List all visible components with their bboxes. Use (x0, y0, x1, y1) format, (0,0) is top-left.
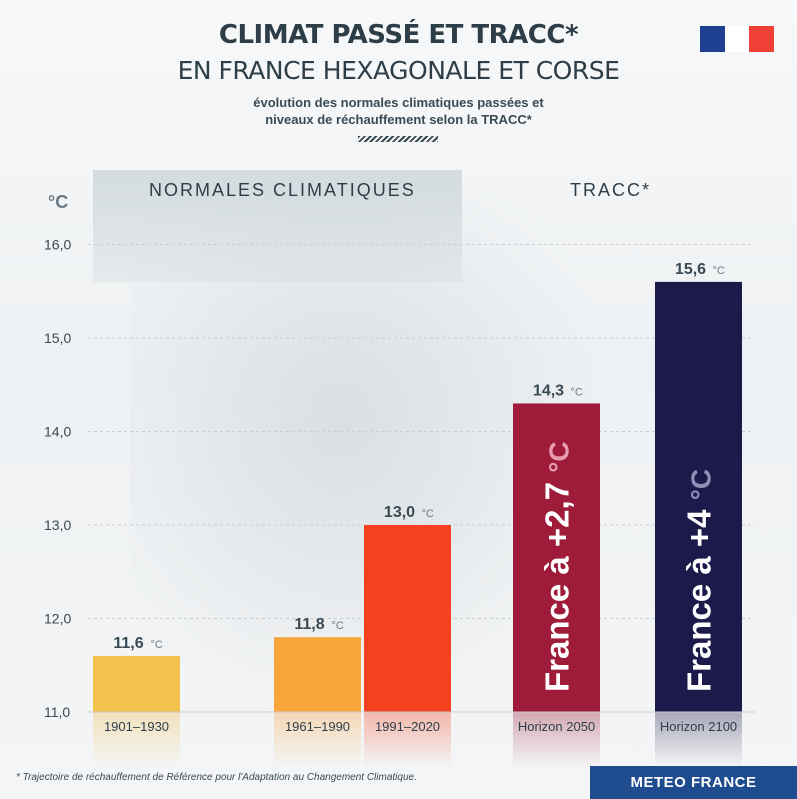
bar (364, 525, 451, 712)
bar-reflection (274, 712, 361, 767)
bar-value-label: 11,6 (113, 635, 143, 652)
chart-subtitle: évolution des normales climatiques passé… (200, 94, 597, 128)
bar-overlay-unit: °C (544, 441, 575, 472)
chart-title: CLIMAT PASSÉ ET TRACC* (218, 20, 579, 50)
footnote: * Trajectoire de réchauffement de Référe… (16, 772, 417, 783)
bar-reflection (513, 712, 600, 767)
y-tick-label: 12,0 (44, 611, 71, 627)
bar-value-label: 13,0 (384, 504, 415, 521)
bar-value-label: 11,8 (294, 616, 324, 633)
x-category-label: 1991–2020 (375, 719, 440, 734)
y-tick-label: 15,0 (44, 330, 71, 346)
normales-section-background (93, 170, 462, 282)
bar-reflection (655, 712, 742, 767)
bar-value-unit: °C (422, 508, 434, 520)
x-category-label: Horizon 2100 (660, 719, 737, 734)
y-tick-label: 11,0 (44, 704, 70, 720)
subtitle-line1: évolution des normales climatiques passé… (253, 95, 544, 110)
section-label-normales: NORMALES CLIMATIQUES (149, 180, 416, 200)
bar-reflection (93, 712, 180, 767)
section-label-tracc: TRACC* (570, 180, 652, 200)
x-category-label: Horizon 2050 (518, 719, 595, 734)
x-category-label: 1961–1990 (285, 719, 350, 734)
bar-overlay-unit: °C (686, 469, 717, 500)
bar-value-unit: °C (332, 620, 344, 632)
hatch-divider (358, 136, 438, 142)
bar-value-label: 14,3 (533, 382, 564, 399)
y-axis-unit: °C (48, 192, 69, 212)
subtitle-line2: niveaux de réchauffement selon la TRACC* (265, 112, 532, 127)
chart-title-line2: EN FRANCE HEXAGONALE ET CORSE (177, 56, 620, 85)
flag-red-stripe (749, 26, 775, 52)
flag-white-stripe (724, 26, 750, 52)
bar (513, 403, 600, 712)
bar-value-label: 15,6 (675, 261, 706, 278)
meteo-france-logo: METEO FRANCE (590, 766, 797, 799)
y-tick-label: 14,0 (44, 424, 71, 440)
bar-reflection (364, 712, 451, 767)
bar-overlay-text: France à +2,7 °C (539, 441, 576, 692)
bar (655, 281, 742, 712)
x-category-label: 1901–1930 (104, 719, 169, 734)
flag-blue-stripe (700, 26, 725, 52)
bar-value-unit: °C (151, 639, 163, 651)
bar-overlay-text: France à +4 °C (681, 469, 718, 692)
bar-value-unit: °C (571, 386, 583, 398)
y-tick-label: 13,0 (44, 517, 71, 533)
y-tick-label: 16,0 (44, 237, 71, 253)
bar-value-unit: °C (713, 265, 725, 277)
bar (93, 655, 180, 712)
bar (274, 637, 361, 712)
republique-francaise-logo (700, 26, 775, 52)
